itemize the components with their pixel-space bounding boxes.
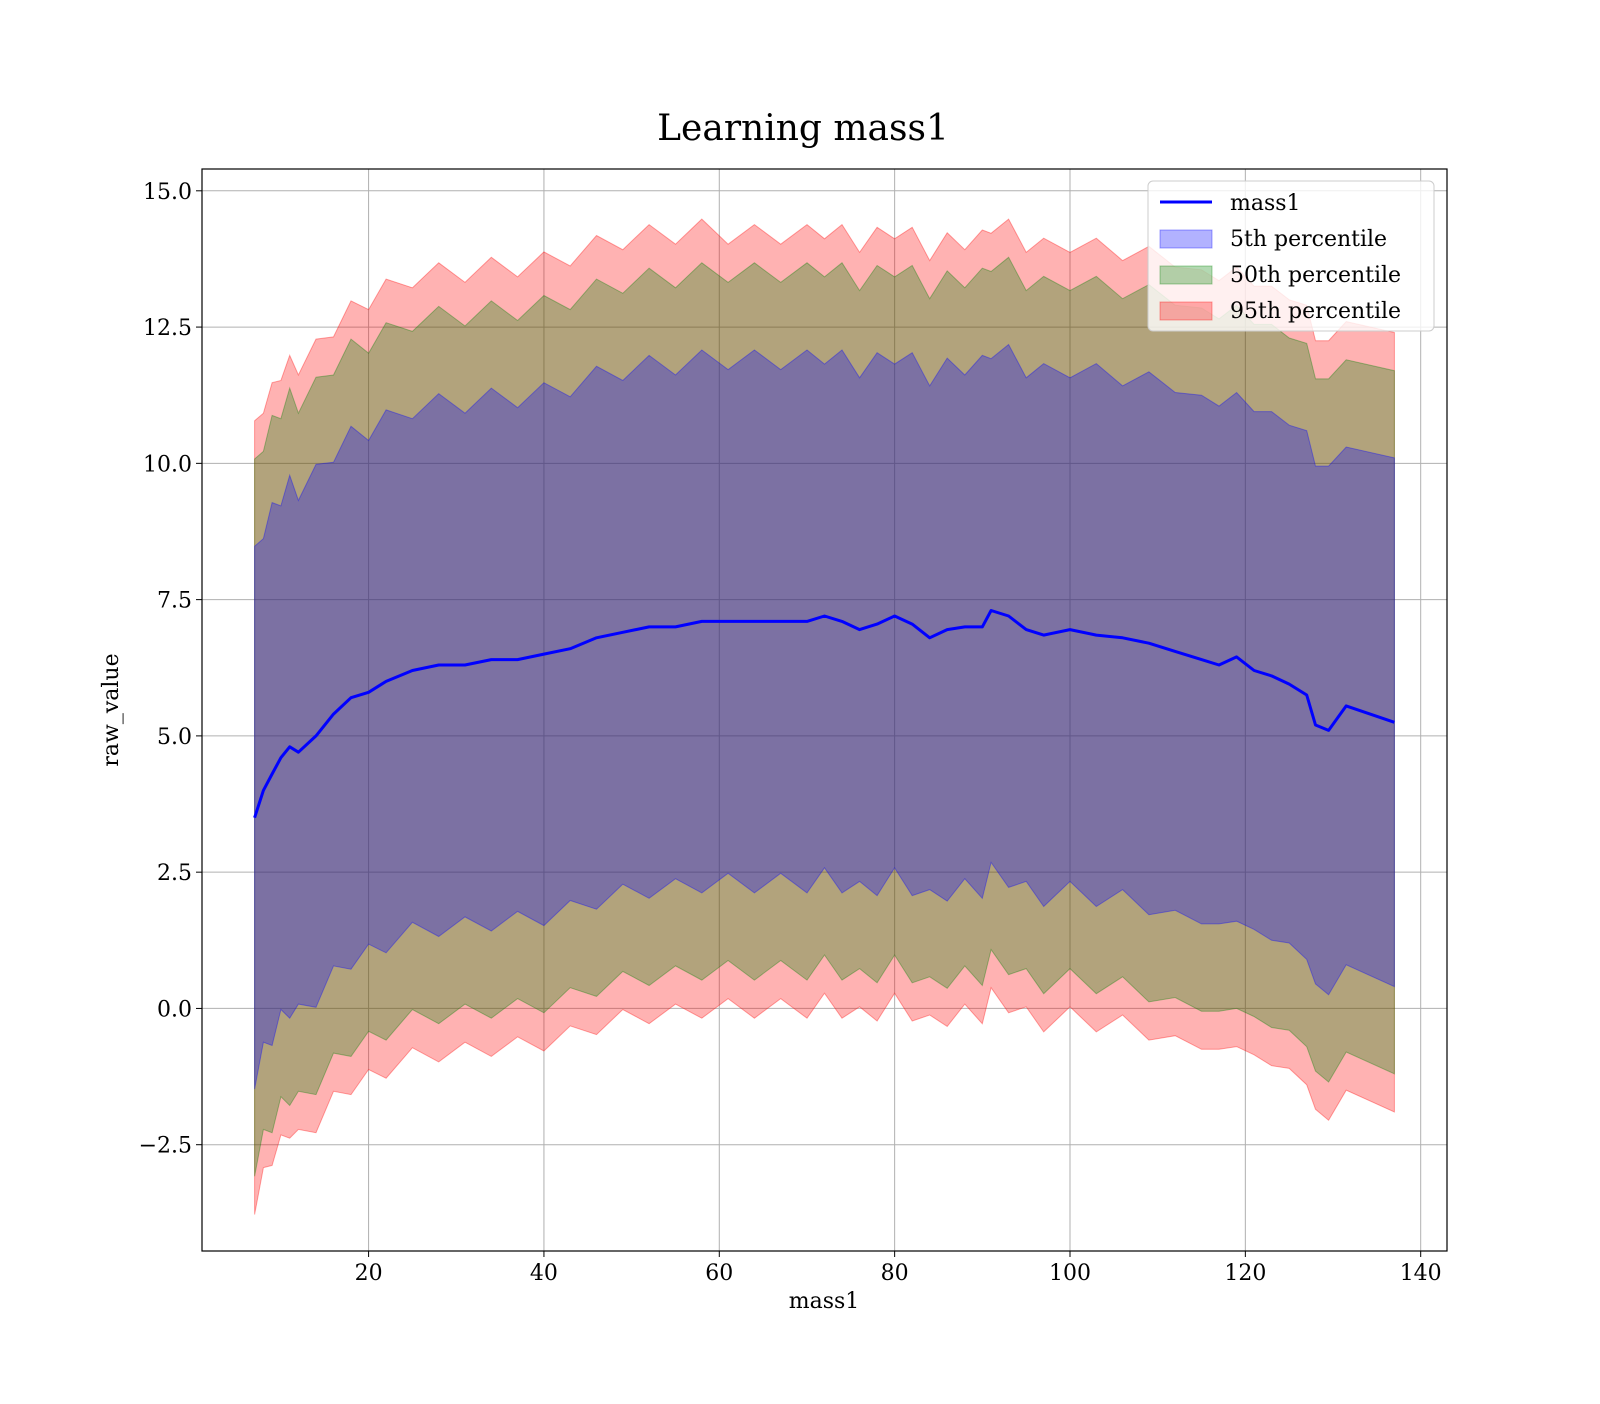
y-ticks: −2.5 0.0 2.5 5.0 7.5 10.0 12.5 15.0	[139, 180, 202, 1159]
legend-label: 50th percentile	[1230, 263, 1401, 288]
x-tick-label: 100	[1049, 1261, 1091, 1286]
band-50th-percentile	[254, 256, 1395, 1177]
x-tick-label: 60	[705, 1261, 733, 1286]
x-tick-label: 140	[1400, 1261, 1442, 1286]
x-tick-label: 20	[355, 1261, 383, 1286]
legend-frame	[1147, 180, 1435, 332]
x-ticks: 20 40 60 80 100 120 140	[355, 1251, 1442, 1286]
x-axis-label: mass1	[789, 1289, 860, 1314]
legend-label: mass1	[1230, 191, 1301, 216]
y-tick-label: 2.5	[157, 861, 192, 886]
y-tick-label: 7.5	[157, 589, 192, 614]
band-5th-percentile	[254, 343, 1395, 1090]
gridlines	[202, 169, 1447, 1251]
x-tick-label: 120	[1224, 1261, 1266, 1286]
series-line-mass1	[253, 609, 1395, 819]
legend: mass1 5th percentile 50th percentile 95th p…	[1147, 180, 1435, 332]
percentile-bands	[254, 218, 1395, 1215]
legend-swatch-patch	[1159, 265, 1213, 285]
y-tick-label: 5.0	[157, 725, 192, 750]
y-tick-label: 0.0	[157, 997, 192, 1022]
legend-swatch-patch	[1159, 229, 1213, 249]
y-tick-label: −2.5	[139, 1134, 192, 1159]
chart-title: Learning mass1	[657, 108, 949, 149]
legend-label: 95th percentile	[1230, 299, 1401, 324]
y-axis-label: raw_value	[99, 653, 124, 766]
x-tick-label: 40	[530, 1261, 558, 1286]
legend-label: 5th percentile	[1230, 227, 1387, 252]
x-tick-label: 80	[881, 1261, 909, 1286]
legend-swatch-patch	[1159, 301, 1213, 321]
band-95th-percentile	[254, 218, 1395, 1215]
y-tick-label: 10.0	[143, 452, 192, 477]
plot-area-frame	[201, 168, 1448, 1252]
y-tick-label: 15.0	[143, 180, 192, 205]
series-group	[253, 609, 1395, 819]
y-tick-label: 12.5	[143, 316, 192, 341]
